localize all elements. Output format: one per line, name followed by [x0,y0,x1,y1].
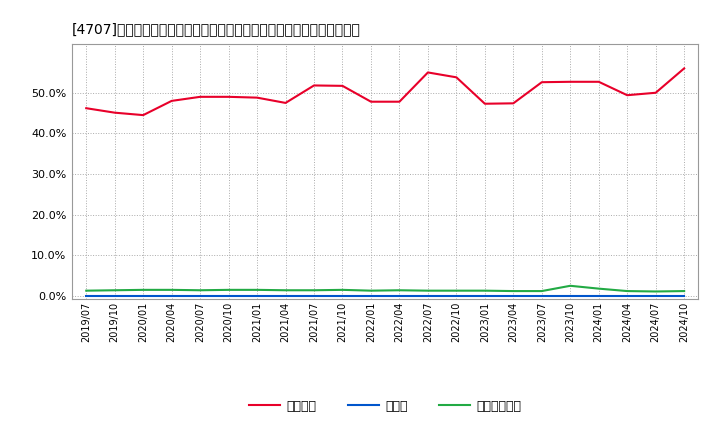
のれん [537,293,546,299]
のれん [225,293,233,299]
自己資本 [566,79,575,84]
繰延税金資産 [652,289,660,294]
のれん [652,293,660,299]
自己資本 [595,79,603,84]
のれん [395,293,404,299]
自己資本 [366,99,375,104]
自己資本 [282,100,290,106]
のれん [310,293,318,299]
のれん [253,293,261,299]
繰延税金資産 [82,288,91,293]
自己資本 [310,83,318,88]
自己資本 [537,80,546,85]
のれん [196,293,204,299]
自己資本 [623,92,631,98]
のれん [139,293,148,299]
繰延税金資産 [196,288,204,293]
自己資本 [452,75,461,80]
自己資本 [338,83,347,88]
のれん [82,293,91,299]
のれん [680,293,688,299]
のれん [566,293,575,299]
自己資本 [480,101,489,106]
繰延税金資産 [139,287,148,293]
自己資本 [253,95,261,100]
自己資本 [652,90,660,95]
自己資本 [680,66,688,71]
繰延税金資産 [395,288,404,293]
Line: 自己資本: 自己資本 [86,68,684,115]
自己資本 [225,94,233,99]
自己資本 [395,99,404,104]
繰延税金資産 [110,288,119,293]
のれん [480,293,489,299]
のれん [338,293,347,299]
自己資本 [110,110,119,115]
繰延税金資産 [537,289,546,294]
繰延税金資産 [566,283,575,289]
繰延税金資産 [310,288,318,293]
のれん [452,293,461,299]
のれん [595,293,603,299]
繰延税金資産 [423,288,432,293]
繰延税金資産 [167,287,176,293]
Line: 繰延税金資産: 繰延税金資産 [86,286,684,291]
のれん [623,293,631,299]
のれん [509,293,518,299]
のれん [282,293,290,299]
のれん [110,293,119,299]
のれん [423,293,432,299]
のれん [366,293,375,299]
繰延税金資産 [253,287,261,293]
繰延税金資産 [680,289,688,294]
繰延税金資産 [480,288,489,293]
繰延税金資産 [595,286,603,291]
自己資本 [82,106,91,111]
繰延税金資産 [338,287,347,293]
繰延税金資産 [366,288,375,293]
自己資本 [139,113,148,118]
繰延税金資産 [452,288,461,293]
自己資本 [196,94,204,99]
自己資本 [423,70,432,75]
繰延税金資産 [509,289,518,294]
自己資本 [167,98,176,103]
繰延税金資産 [225,287,233,293]
自己資本 [509,101,518,106]
のれん [167,293,176,299]
Text: [4707]　自己資本、のれん、繰延税金資産の総資産に対する比率の推移: [4707] 自己資本、のれん、繰延税金資産の総資産に対する比率の推移 [72,22,361,36]
繰延税金資産 [282,288,290,293]
Legend: 自己資本, のれん, 繰延税金資産: 自己資本, のれん, 繰延税金資産 [244,395,526,418]
繰延税金資産 [623,289,631,294]
